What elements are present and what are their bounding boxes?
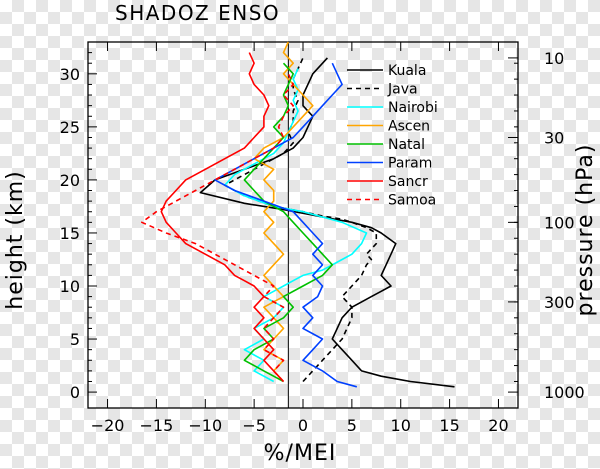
pressure-tick-label: 10 — [544, 49, 564, 68]
series-line-kuala — [199, 57, 455, 388]
legend-label: Samoa — [388, 193, 436, 209]
y-tick-label: 15 — [60, 224, 80, 243]
x-tick-label: 10 — [391, 416, 411, 435]
x-tick-label: 15 — [439, 416, 459, 435]
x-axis: −20 −15 −10 −5 0 5 10 15 20 — [91, 42, 509, 435]
pressure-tick-label: 300 — [544, 293, 575, 312]
x-tick-label: 0 — [298, 416, 308, 435]
y-tick-label: 20 — [60, 171, 80, 190]
y-tick-label: 10 — [60, 277, 80, 296]
series-line-param — [214, 62, 358, 388]
y-tick-label: 0 — [70, 383, 80, 402]
series-line-ascen — [253, 41, 314, 383]
series-line-samoa — [141, 73, 295, 383]
legend-label: Ascen — [388, 119, 430, 135]
pressure-tick-label: 100 — [544, 213, 575, 232]
legend-label: Nairobi — [388, 100, 438, 116]
y-tick-label: 25 — [60, 118, 80, 137]
pressure-tick-label: 1000 — [544, 383, 585, 402]
y-tick-label: 5 — [70, 330, 80, 349]
legend: Kuala Java Nairobi Ascen Natal Param Sancr Samo… — [347, 63, 438, 209]
y-axis-label: height (km) — [3, 170, 28, 309]
y2-axis-label: pressure (hPa) — [573, 144, 598, 317]
legend-label: Java — [387, 82, 418, 98]
pressure-axis: 10 30 100 300 1000 — [508, 49, 585, 402]
x-tick-label: −20 — [91, 416, 125, 435]
x-tick-label: 5 — [347, 416, 357, 435]
x-tick-label: −10 — [188, 416, 222, 435]
series-line-natal — [243, 62, 334, 383]
y-axis: 0 5 10 15 20 25 30 — [60, 52, 97, 402]
pressure-tick-label: 30 — [544, 128, 564, 147]
x-tick-label: −5 — [242, 416, 266, 435]
legend-label: Sancr — [388, 174, 428, 190]
series-lines — [141, 41, 455, 388]
x-tick-label: −15 — [140, 416, 174, 435]
series-line-sancr — [160, 52, 285, 383]
x-axis-label: %/MEI — [264, 441, 337, 466]
legend-label: Kuala — [388, 63, 426, 79]
y-tick-label: 30 — [60, 65, 80, 84]
chart-title: SHADOZ ENSO — [115, 1, 280, 25]
x-tick-label: 20 — [488, 416, 508, 435]
legend-label: Natal — [388, 137, 425, 153]
legend-label: Param — [388, 156, 432, 172]
